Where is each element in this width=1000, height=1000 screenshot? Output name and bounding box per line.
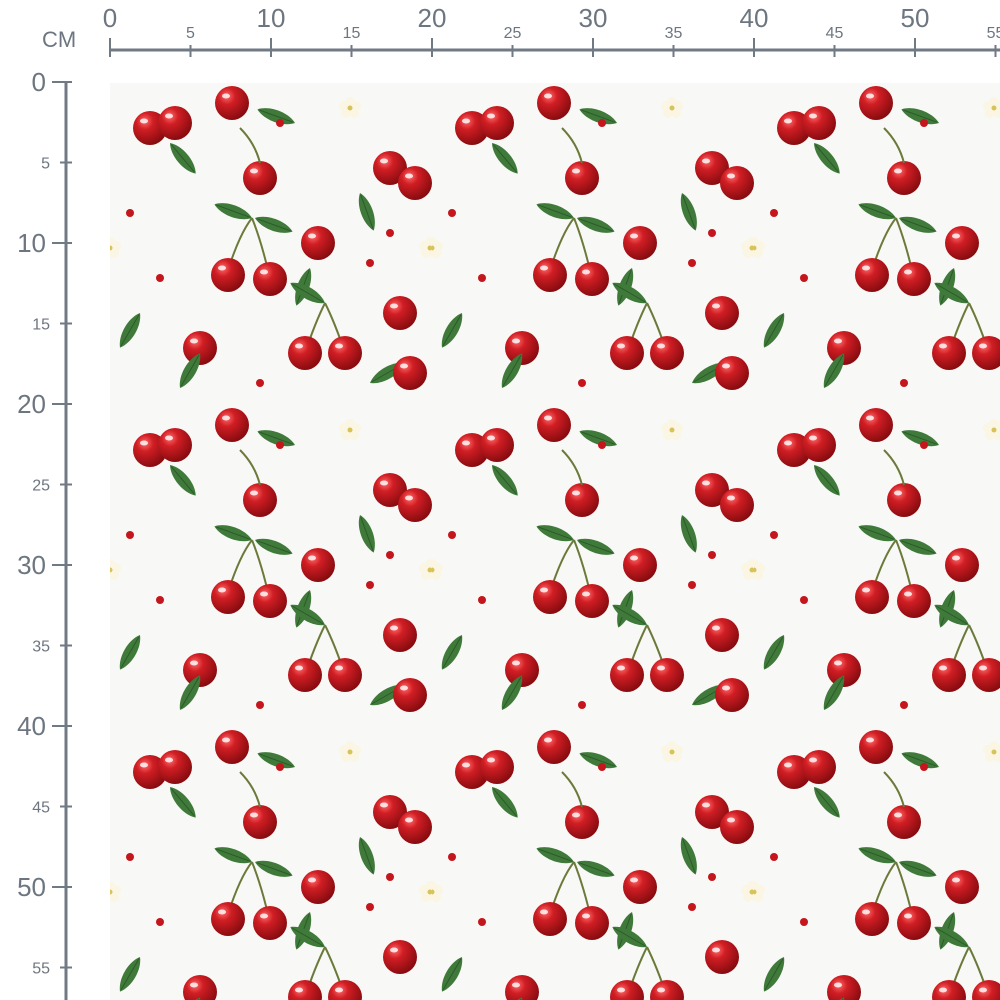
left-ruler-label: 40 (17, 711, 46, 741)
top-ruler-label: 50 (901, 3, 930, 33)
top-ruler-label: 0 (103, 3, 117, 33)
ruler-unit-label: CM (42, 27, 76, 52)
left-ruler-label: 0 (32, 67, 46, 97)
left-ruler-label: 50 (17, 872, 46, 902)
left-ruler-label: 55 (32, 961, 50, 978)
top-ruler-label: 55 (987, 25, 1000, 42)
left-ruler: 0 5 10 15 20 25 30 35 40 45 50 55 (17, 67, 72, 1000)
top-ruler: 0 5 10 15 20 25 30 35 40 45 50 55 (103, 3, 1000, 57)
cherry-pattern (110, 83, 1000, 1000)
left-ruler-label: 15 (32, 317, 50, 334)
left-ruler-label: 10 (17, 228, 46, 258)
top-ruler-label: 25 (504, 25, 522, 42)
left-ruler-label: 20 (17, 389, 46, 419)
top-ruler-label: 30 (579, 3, 608, 33)
left-ruler-label: 30 (17, 550, 46, 580)
top-ruler-label: 35 (665, 25, 683, 42)
top-ruler-label: 45 (826, 25, 844, 42)
top-ruler-label: 40 (740, 3, 769, 33)
top-ruler-label: 15 (343, 25, 361, 42)
left-ruler-label: 45 (32, 800, 50, 817)
left-ruler-label: 25 (32, 478, 50, 495)
top-ruler-label: 5 (186, 25, 195, 42)
top-ruler-label: 10 (257, 3, 286, 33)
left-ruler-label: 5 (41, 156, 50, 173)
fabric-preview (110, 83, 1000, 1000)
left-ruler-label: 35 (32, 639, 50, 656)
top-ruler-label: 20 (418, 3, 447, 33)
